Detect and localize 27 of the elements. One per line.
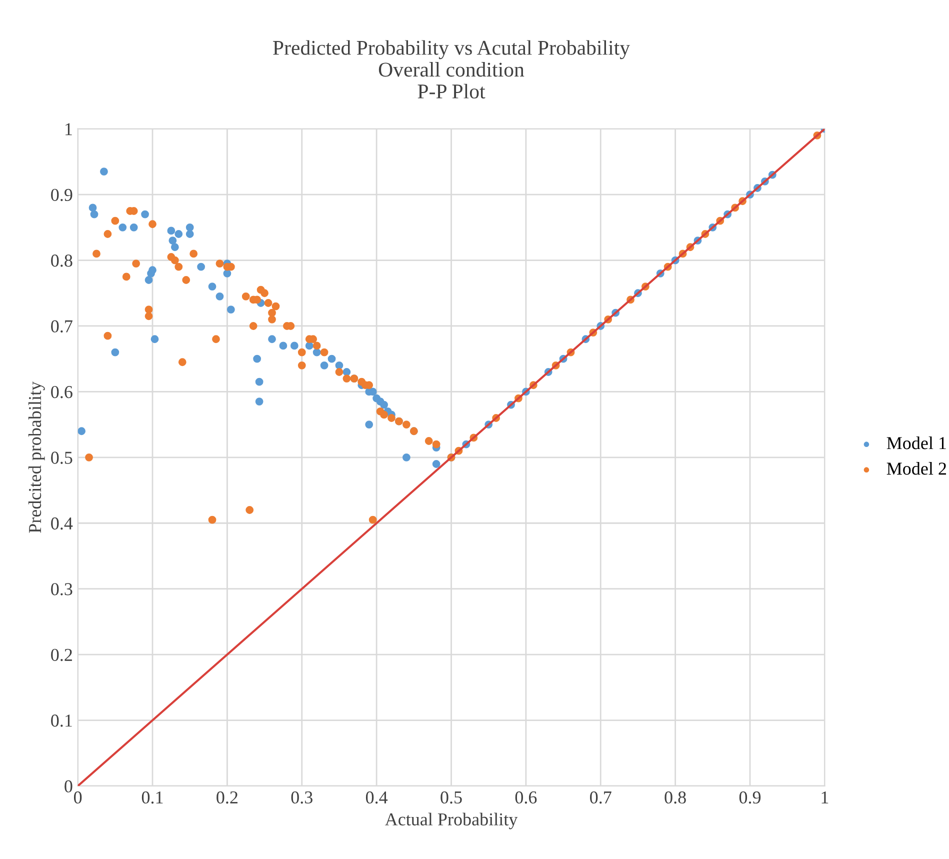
y-tick-label: 0.7: [51, 320, 72, 333]
y-tick-label: 0.1: [51, 714, 72, 727]
x-tick-label: 0.2: [216, 791, 238, 804]
legend-label: Model 2: [886, 462, 946, 475]
y-tick-label: 0.5: [51, 452, 72, 464]
x-tick-label: 0.1: [142, 791, 163, 804]
x-axis-title: Actual Probability: [384, 812, 518, 830]
y-tick-label: 0.4: [51, 517, 73, 530]
x-tick-label: 0.7: [590, 791, 612, 804]
x-tick-label: 0: [74, 791, 82, 804]
legend-label: Model 1: [886, 436, 946, 450]
x-tick-label: 0.3: [291, 791, 312, 804]
chart-title: Predicted Probability vs Acutal Probability Overall condition P-P Plot: [273, 40, 630, 98]
x-tick-label: 1: [822, 791, 828, 804]
y-tick-label: 0.9: [51, 188, 72, 202]
x-tick-label: 0.9: [739, 791, 761, 804]
y-tick-label: 1: [66, 123, 72, 136]
y-tick-label: 0.2: [51, 648, 72, 662]
y-tick-label: 0.6: [51, 386, 72, 398]
y-axis-title: Predcited probability: [28, 382, 45, 533]
y-tick-label: 0: [64, 780, 72, 792]
x-tick-label: 0.8: [664, 791, 686, 804]
x-tick-label: 0.4: [366, 791, 388, 804]
x-tick-label: 0.5: [440, 791, 462, 804]
x-tick-label: 0.6: [515, 791, 537, 804]
y-tick-label: 0.8: [51, 254, 72, 267]
y-tick-label: 0.3: [51, 583, 72, 596]
